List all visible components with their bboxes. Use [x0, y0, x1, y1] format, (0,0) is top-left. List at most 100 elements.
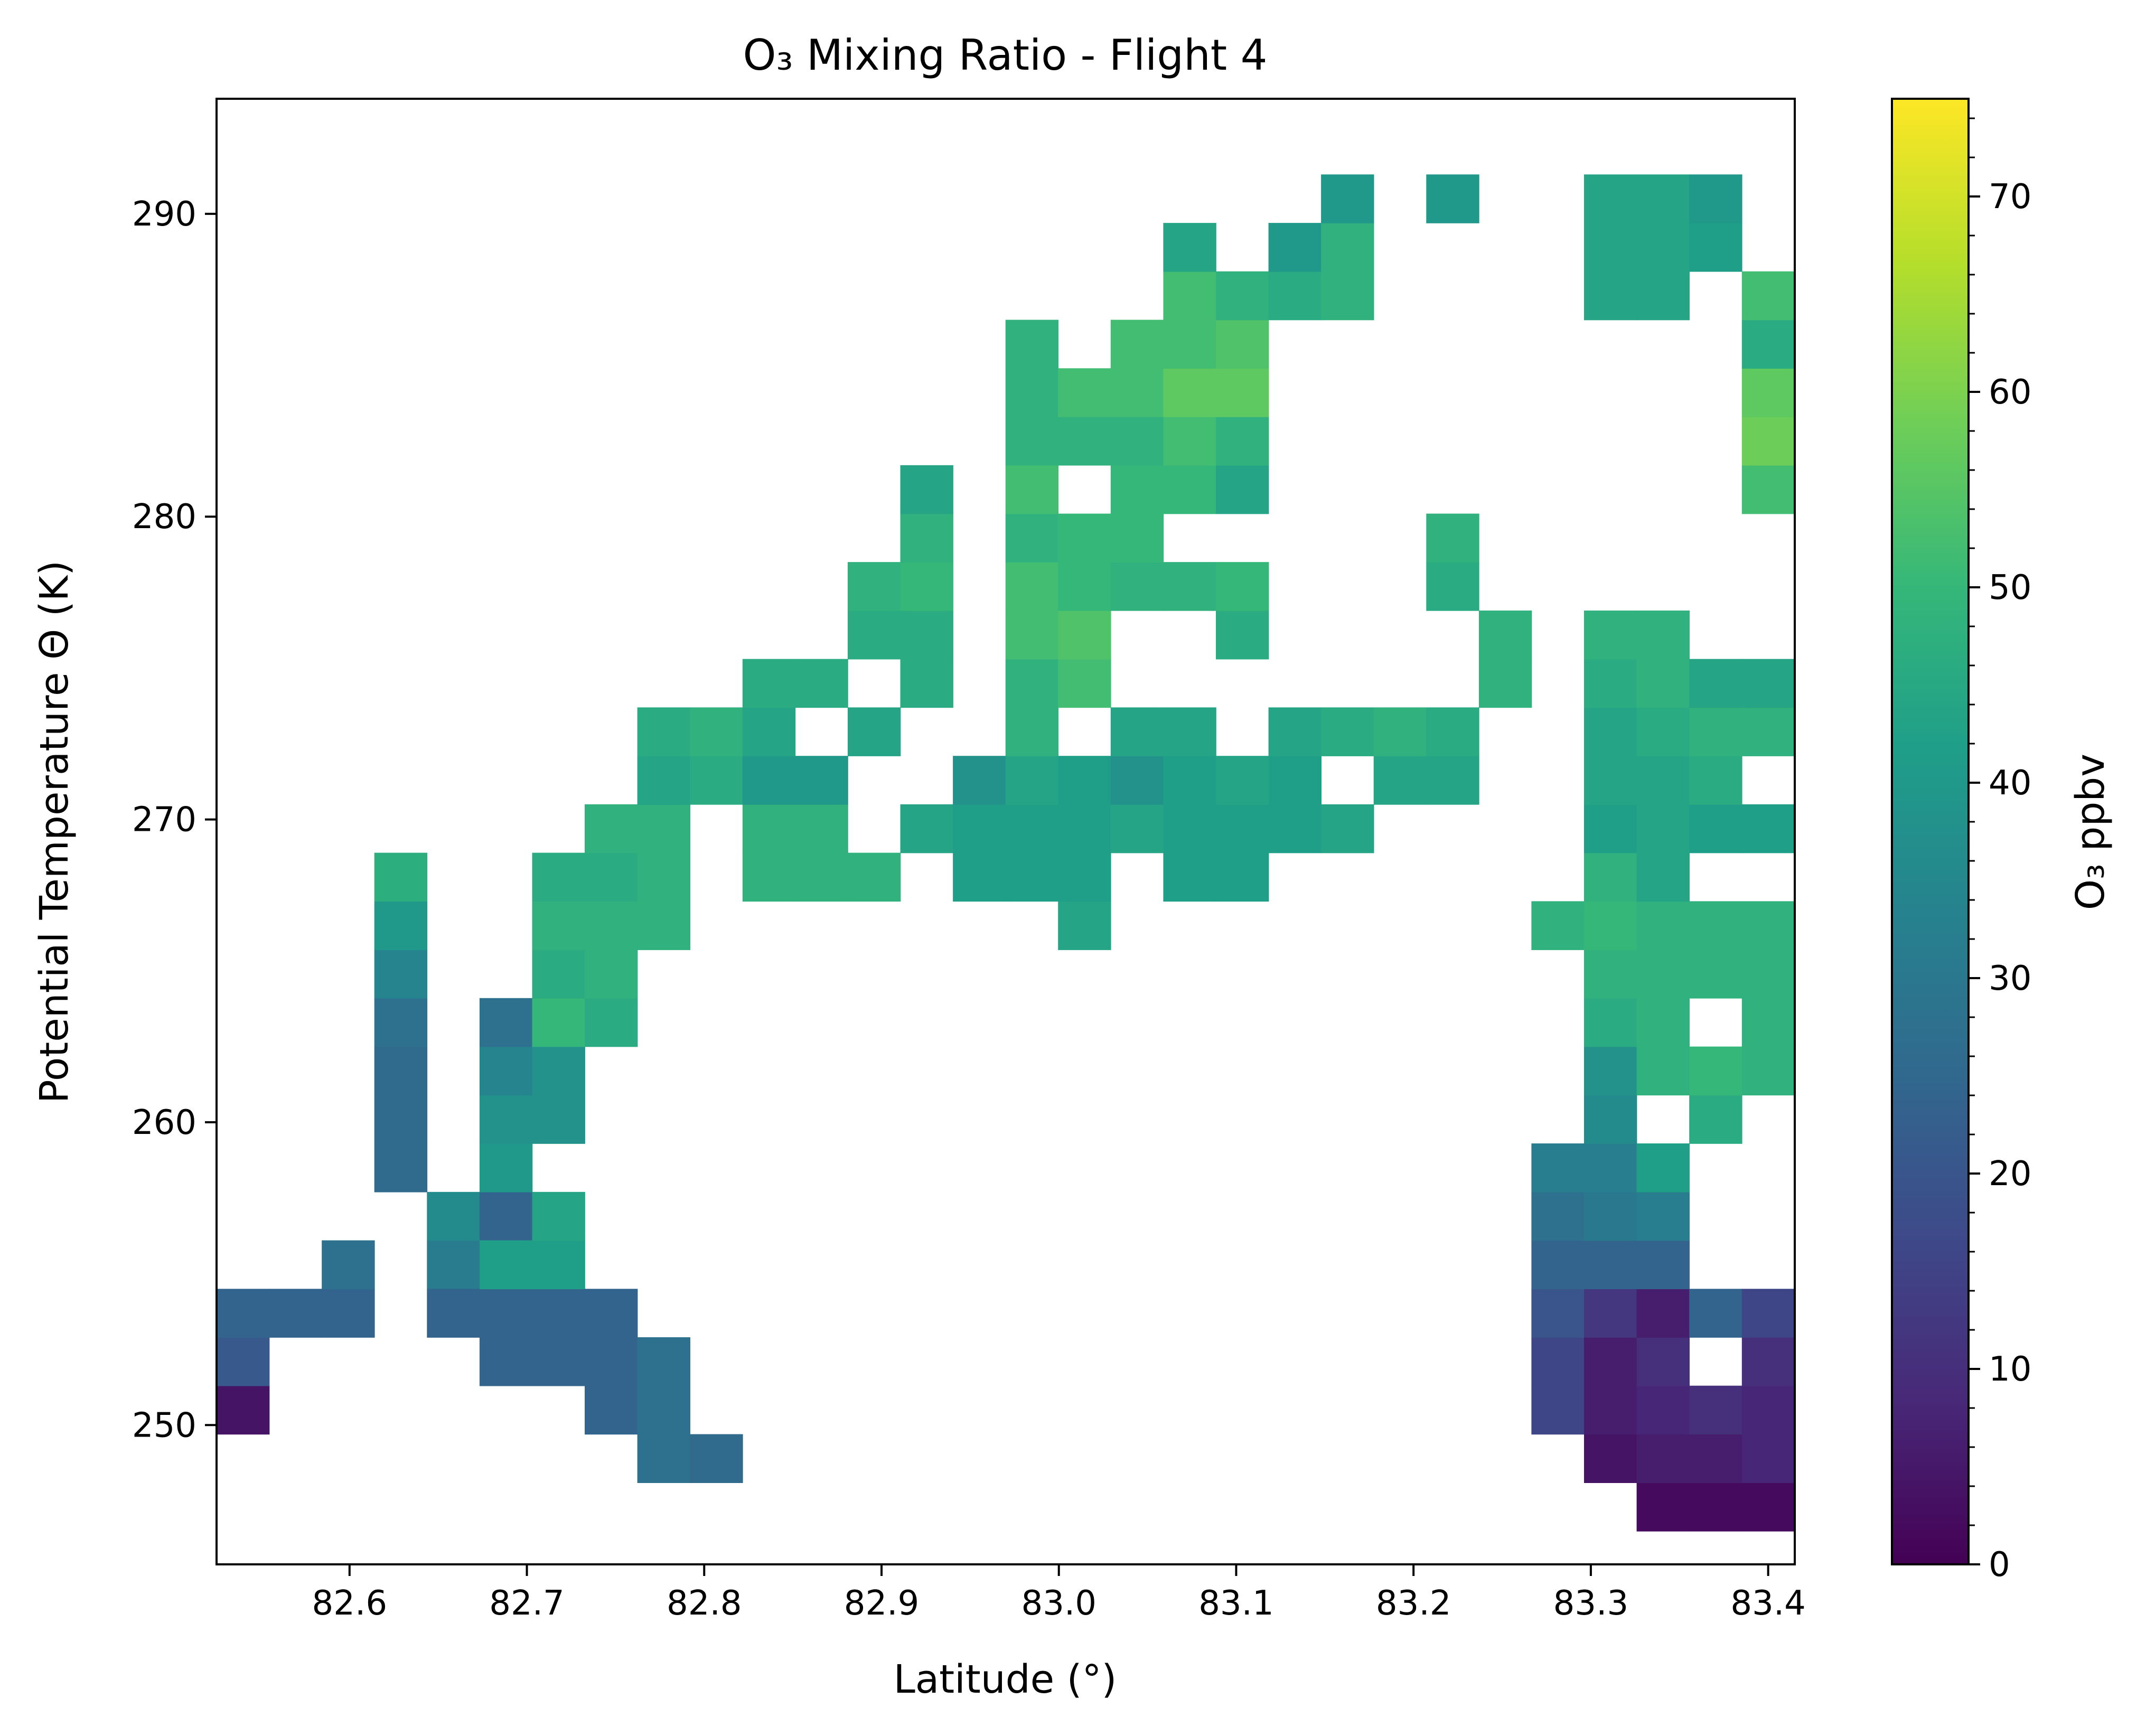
heatmap-cell	[1584, 1385, 1637, 1435]
heatmap-cell	[953, 756, 1006, 805]
y-tick-label: 280	[132, 498, 196, 537]
heatmap-cell	[1584, 611, 1637, 660]
heatmap-cell	[1636, 852, 1690, 902]
heatmap-cell	[1741, 1046, 1795, 1096]
heatmap-cell	[1689, 1289, 1742, 1338]
heatmap-cell	[1005, 417, 1059, 466]
heatmap-cell	[1584, 998, 1637, 1047]
heatmap-cell	[1636, 804, 1690, 853]
heatmap-cell	[1005, 852, 1059, 902]
heatmap-cell	[1584, 1143, 1637, 1193]
heatmap-cell	[1216, 611, 1269, 660]
heatmap-cell	[532, 901, 585, 950]
heatmap-cell	[1110, 368, 1164, 417]
heatmap-cell	[690, 707, 743, 756]
heatmap-cell	[742, 707, 796, 756]
heatmap-cell	[637, 756, 690, 805]
heatmap-cell	[1741, 1482, 1795, 1532]
y-tick-label: 270	[132, 801, 196, 840]
colorbar-gradient	[1891, 98, 1970, 1565]
heatmap-cell	[1584, 804, 1637, 853]
heatmap-cell	[900, 659, 953, 708]
heatmap-cell	[1584, 1240, 1637, 1289]
heatmap-cell	[374, 901, 428, 950]
heatmap-cell	[742, 659, 796, 708]
heatmap-cell	[374, 950, 428, 999]
heatmap-cell	[1268, 756, 1322, 805]
heatmap-cell	[1741, 1337, 1795, 1386]
y-tick-label: 250	[132, 1406, 196, 1445]
heatmap-cell	[1689, 1046, 1742, 1096]
heatmap-cell	[1005, 756, 1059, 805]
heatmap-cell	[532, 852, 585, 902]
heatmap-cell	[1636, 271, 1690, 321]
heatmap-cell	[1741, 320, 1795, 369]
heatmap-cell	[847, 611, 901, 660]
heatmap-cell	[637, 1434, 690, 1483]
heatmap-cell	[900, 804, 953, 853]
heatmap-cell	[1584, 707, 1637, 756]
heatmap-cell	[1163, 417, 1216, 466]
heatmap-cell	[1110, 562, 1164, 611]
colorbar-tick-label: 10	[1989, 1350, 2031, 1389]
heatmap-cell	[1531, 1385, 1585, 1435]
heatmap-cell	[532, 950, 585, 999]
heatmap-cell	[1426, 756, 1479, 805]
colorbar-tick-label: 0	[1989, 1545, 2010, 1584]
heatmap-cell	[1216, 271, 1269, 321]
heatmap-cell	[1584, 271, 1637, 321]
heatmap-cell	[1268, 804, 1322, 853]
heatmap-cell	[479, 1143, 533, 1193]
heatmap-cell	[1584, 756, 1637, 805]
colorbar: 0 10 20 30 40 50 60 70 O₃ ppbv	[1891, 98, 2113, 1584]
heatmap-cell	[1689, 901, 1742, 950]
heatmap-cell	[1689, 659, 1742, 708]
heatmap-cell	[1110, 417, 1164, 466]
heatmap-cell	[1636, 901, 1690, 950]
heatmap-cell	[1741, 659, 1795, 708]
heatmap-cell	[1216, 756, 1269, 805]
heatmap-cell	[1216, 320, 1269, 369]
heatmap-cell	[374, 1046, 428, 1096]
colorbar-tick-label: 20	[1989, 1155, 2031, 1194]
x-axis-label: Latitude (°)	[894, 1657, 1117, 1702]
y-axis: 250 260 270 280 290	[132, 195, 217, 1445]
heatmap-cell	[900, 513, 953, 562]
heatmap-cell	[427, 1191, 480, 1241]
heatmap-cell	[1110, 804, 1164, 853]
heatmap-cell	[1636, 1482, 1690, 1532]
heatmap-cell	[1373, 707, 1427, 756]
heatmap-cell	[1426, 707, 1479, 756]
heatmap-cell	[479, 1046, 533, 1096]
heatmap-cell	[1005, 368, 1059, 417]
heatmap-cell	[1636, 174, 1690, 223]
heatmap-cell	[690, 1434, 743, 1483]
heatmap-cell	[1321, 804, 1374, 853]
heatmap-cell	[532, 1289, 585, 1338]
heatmap-cell	[1584, 1046, 1637, 1096]
heatmap-cell	[585, 1385, 638, 1435]
heatmap-cell	[585, 998, 638, 1047]
heatmap-cell	[1689, 950, 1742, 999]
heatmap-cell	[1584, 223, 1637, 272]
heatmap-cell	[1268, 707, 1322, 756]
heatmap-cells	[217, 174, 1795, 1532]
heatmap-cell	[1110, 707, 1164, 756]
heatmap-cell	[1636, 1337, 1690, 1386]
heatmap-cell	[1268, 271, 1322, 321]
heatmap-cell	[374, 1143, 428, 1193]
x-tick-label: 82.6	[312, 1584, 388, 1623]
heatmap-cell	[1426, 513, 1479, 562]
heatmap-cell	[1216, 852, 1269, 902]
heatmap-cell	[900, 562, 953, 611]
heatmap-cell	[637, 804, 690, 853]
heatmap-cell	[1584, 1434, 1637, 1483]
heatmap-cell	[1636, 1191, 1690, 1241]
heatmap-cell	[1636, 1046, 1690, 1096]
heatmap-cell	[637, 1385, 690, 1435]
heatmap-cell	[795, 852, 848, 902]
heatmap-cell	[585, 852, 638, 902]
heatmap-cell	[1216, 368, 1269, 417]
heatmap-cell	[690, 756, 743, 805]
